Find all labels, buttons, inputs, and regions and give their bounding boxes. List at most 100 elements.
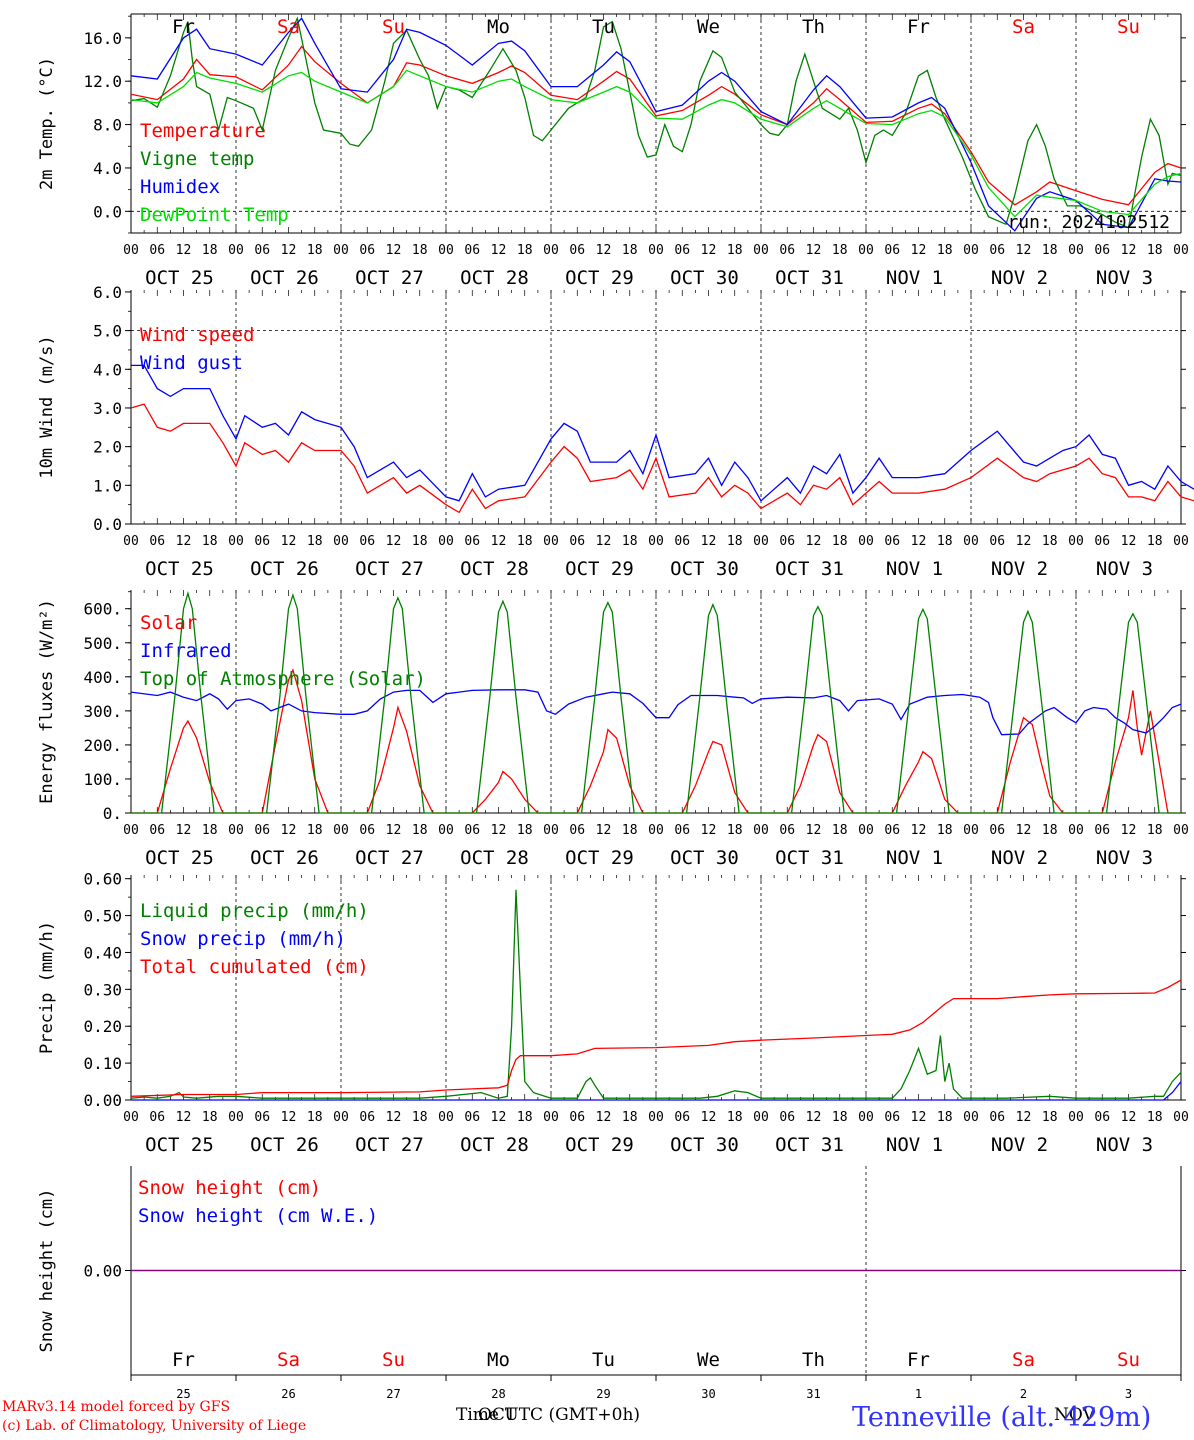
weekday-label: Fr (172, 16, 195, 38)
hour-tick-label: 00 (648, 534, 664, 549)
hour-tick-label: 12 (1016, 1110, 1032, 1125)
hour-tick-label: 00 (543, 534, 559, 549)
y-tick-label: 0. (103, 804, 122, 823)
hour-tick-label: 06 (359, 534, 375, 549)
date-label: NOV 1 (886, 1134, 943, 1156)
hour-tick-label: 00 (1173, 243, 1189, 258)
hour-tick-label: 00 (228, 243, 244, 258)
hour-tick-label: 00 (1068, 534, 1084, 549)
hour-tick-label: 06 (779, 1110, 795, 1125)
series-line-solar (131, 668, 1181, 814)
hour-tick-label: 12 (281, 1110, 297, 1125)
series-line-total-cumulated-cm- (130, 979, 1182, 1097)
y-axis-label: 2m Temp. (°C) (37, 57, 57, 190)
y-tick-label: 0.60 (83, 870, 122, 889)
hour-tick-label: 12 (806, 823, 822, 838)
weekday-label: Tu (592, 16, 615, 38)
date-label: OCT 28 (460, 558, 529, 580)
legend-entry: Snow height (cm) (138, 1177, 321, 1199)
hour-tick-label: 06 (569, 243, 585, 258)
hour-tick-label: 06 (779, 534, 795, 549)
y-tick-label: 5.0 (93, 322, 122, 341)
hour-tick-label: 00 (1173, 534, 1189, 549)
hour-tick-label: 18 (1042, 534, 1058, 549)
legend-entry: Vigne temp (140, 148, 254, 170)
hour-tick-label: 00 (753, 243, 769, 258)
hour-tick-label: 00 (858, 243, 874, 258)
hour-tick-label: 12 (806, 243, 822, 258)
month-label-nov: NOV (1054, 1405, 1095, 1425)
hour-tick-label: 12 (911, 1110, 927, 1125)
hour-tick-label: 00 (333, 1110, 349, 1125)
hour-tick-label: 00 (438, 534, 454, 549)
hour-tick-label: 18 (727, 534, 743, 549)
legend-entry: Infrared (140, 640, 232, 662)
hour-tick-label: 18 (202, 243, 218, 258)
hour-tick-label: 18 (1042, 823, 1058, 838)
hour-tick-label: 18 (937, 823, 953, 838)
hour-tick-label: 18 (307, 534, 323, 549)
hour-tick-label: 12 (701, 1110, 717, 1125)
date-label: OCT 29 (565, 558, 634, 580)
hour-tick-label: 00 (648, 243, 664, 258)
y-tick-label: 300. (83, 702, 122, 721)
y-axis-label: Snow height (cm) (37, 1189, 57, 1353)
weekday-label: Su (1117, 16, 1140, 38)
hour-tick-label: 18 (1147, 243, 1163, 258)
date-label: OCT 27 (355, 558, 424, 580)
hour-tick-label: 12 (596, 1110, 612, 1125)
legend-entry: Total cumulated (cm) (140, 956, 369, 978)
hour-tick-label: 00 (543, 823, 559, 838)
date-label: NOV 2 (991, 1134, 1048, 1156)
hour-tick-label: 06 (779, 823, 795, 838)
day-number-label: 30 (701, 1387, 715, 1401)
date-label: NOV 2 (991, 558, 1048, 580)
weekday-label: Fr (907, 1349, 930, 1371)
hour-tick-label: 18 (727, 243, 743, 258)
date-label: OCT 28 (460, 267, 529, 289)
y-tick-label: 0.40 (83, 943, 122, 962)
month-label-oct: OCT (478, 1405, 517, 1425)
hour-tick-label: 00 (753, 1110, 769, 1125)
date-label: OCT 31 (775, 558, 844, 580)
date-label: OCT 29 (565, 267, 634, 289)
hour-tick-label: 06 (149, 243, 165, 258)
hour-tick-label: 18 (832, 534, 848, 549)
y-tick-label: 1.0 (93, 476, 122, 495)
hour-tick-label: 00 (228, 1110, 244, 1125)
hour-tick-label: 18 (1147, 534, 1163, 549)
hour-tick-label: 18 (412, 243, 428, 258)
hour-tick-label: 06 (359, 1110, 375, 1125)
hour-tick-label: 12 (491, 243, 507, 258)
hour-tick-label: 06 (254, 823, 270, 838)
day-number-label: 26 (281, 1387, 295, 1401)
legend-entry: DewPoint Temp (140, 204, 289, 226)
day-number-label: 31 (806, 1387, 820, 1401)
hour-tick-label: 00 (753, 823, 769, 838)
hour-tick-label: 00 (963, 534, 979, 549)
hour-tick-label: 12 (281, 243, 297, 258)
station-title: Tenneville (alt. 429m) (852, 1402, 1152, 1433)
hour-tick-label: 12 (1016, 823, 1032, 838)
model-credit: MARv3.14 model forced by GFS (2, 1399, 231, 1415)
date-label: NOV 2 (991, 847, 1048, 869)
weekday-label: Su (1117, 1349, 1140, 1371)
y-tick-label: 16.0 (83, 29, 122, 48)
hour-tick-label: 12 (281, 534, 297, 549)
panel-wind: 0.0 1.0 2.0 3.0 4.0 5.0 6.0 10m Wind (m/s) Wind … (37, 283, 1194, 580)
series-line-snow-precip-mm-h- (131, 1081, 1182, 1101)
legend-entry: Wind gust (140, 352, 243, 374)
date-label: OCT 30 (670, 267, 739, 289)
hour-tick-label: 00 (438, 1110, 454, 1125)
y-tick-label: 4.0 (93, 360, 122, 379)
hour-tick-label: 18 (727, 823, 743, 838)
y-tick-label: 400. (83, 668, 122, 687)
weekday-label: Fr (172, 1349, 195, 1371)
hour-tick-label: 12 (911, 534, 927, 549)
y-tick-label: 0.20 (83, 1017, 122, 1036)
hour-tick-label: 00 (963, 1110, 979, 1125)
weekday-label: Sa (277, 1349, 300, 1371)
hour-tick-label: 18 (622, 534, 638, 549)
day-number-label: 1 (915, 1387, 922, 1401)
